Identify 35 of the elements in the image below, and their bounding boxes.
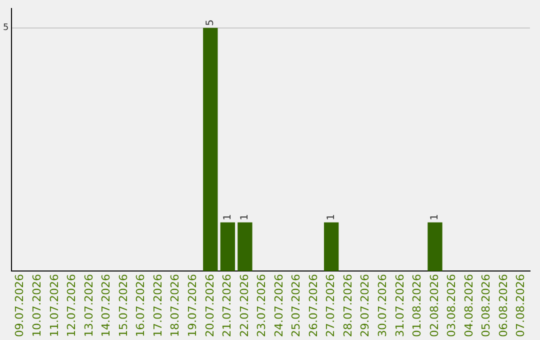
- x-tick-label: 10.07.2026: [30, 274, 44, 338]
- data-label: 1: [240, 214, 251, 220]
- x-tick-label: 09.07.2026: [13, 274, 26, 338]
- x-tick-label: 24.07.2026: [272, 274, 286, 338]
- x-tick-label: 27.07.2026: [324, 274, 338, 338]
- x-tick-label: 19.07.2026: [186, 274, 199, 338]
- x-tick-label: 13.07.2026: [82, 274, 96, 338]
- x-tick-label: 26.07.2026: [306, 274, 320, 338]
- x-tick-label: 16.07.2026: [134, 274, 148, 338]
- x-tick-label: 11.07.2026: [48, 274, 61, 338]
- x-tick-label: 21.07.2026: [220, 274, 234, 338]
- data-label: 1: [222, 214, 234, 220]
- x-tick-label: 03.08.2026: [445, 274, 458, 338]
- x-tick-label: 15.07.2026: [116, 274, 130, 338]
- x-tick-label: 18.07.2026: [168, 274, 182, 338]
- x-tick-label: 25.07.2026: [290, 274, 303, 338]
- x-tick-label: 23.07.2026: [255, 274, 268, 338]
- x-tick-label: 14.07.2026: [100, 274, 113, 338]
- x-tick-label: 31.07.2026: [393, 274, 406, 338]
- x-tick-label: 02.08.2026: [428, 274, 441, 338]
- data-label: 1: [430, 214, 441, 220]
- x-tick-label: 12.07.2026: [65, 274, 78, 338]
- x-tick-label: 22.07.2026: [238, 274, 251, 338]
- x-tick-label: 01.08.2026: [410, 274, 424, 338]
- x-tick-label: 07.08.2026: [514, 274, 528, 338]
- x-tick-label: 17.07.2026: [151, 274, 164, 338]
- x-tick-label: 06.08.2026: [496, 274, 510, 338]
- x-tick-label: 20.07.2026: [203, 274, 216, 338]
- x-tick-label: 28.07.2026: [341, 274, 354, 338]
- data-label: 1: [326, 214, 337, 220]
- x-tick-label: 04.08.2026: [462, 274, 476, 338]
- x-tick-label: 30.07.2026: [376, 274, 390, 338]
- data-label: 5: [204, 19, 216, 26]
- x-tick-label: 05.08.2026: [480, 274, 493, 338]
- x-tick-label: 29.07.2026: [358, 274, 372, 338]
